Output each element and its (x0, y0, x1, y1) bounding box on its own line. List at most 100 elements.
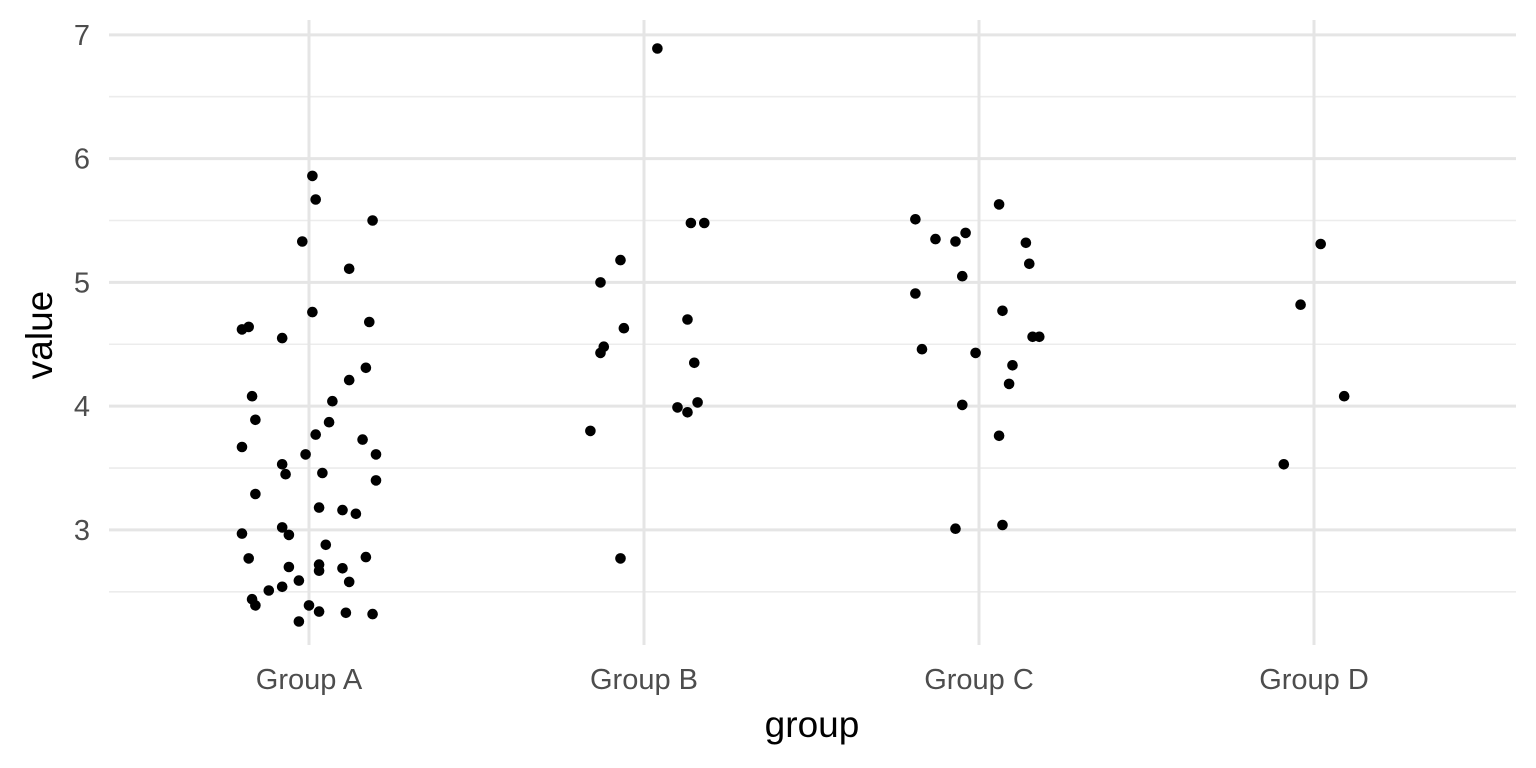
data-point (337, 563, 348, 574)
y-tick-label: 4 (74, 391, 90, 423)
data-point (689, 357, 700, 369)
data-point (367, 608, 378, 620)
data-point (297, 236, 308, 247)
data-point (370, 475, 382, 486)
x-axis-title: group (765, 704, 860, 745)
data-point (364, 316, 375, 328)
y-tick-label: 3 (74, 515, 90, 547)
data-point (283, 529, 295, 541)
data-point (310, 194, 322, 205)
data-point (300, 449, 311, 460)
data-point (283, 561, 295, 573)
data-point (313, 565, 325, 576)
data-point (950, 236, 961, 247)
data-point (263, 585, 275, 596)
data-point (1034, 331, 1045, 343)
data-point (236, 441, 248, 453)
data-point (343, 576, 355, 588)
data-point (343, 374, 355, 386)
x-tick-label: Group C (924, 664, 1034, 696)
data-point (930, 233, 941, 245)
y-tick-label: 6 (74, 144, 90, 176)
data-point (957, 270, 968, 282)
data-point (692, 397, 703, 408)
data-point (293, 575, 305, 586)
data-point (615, 254, 626, 266)
data-point (1338, 390, 1350, 402)
y-tick-labels: 3 4 5 6 7 (74, 20, 90, 547)
data-point (276, 332, 288, 344)
data-point (327, 395, 338, 407)
data-point (1020, 237, 1032, 249)
x-tick-label: Group D (1259, 664, 1369, 696)
data-point (993, 430, 1005, 442)
data-point (343, 263, 355, 275)
data-point (246, 390, 258, 402)
data-point (303, 600, 315, 611)
data-point (350, 508, 362, 520)
data-point (910, 288, 921, 299)
data-point (337, 504, 348, 516)
x-tick-label: Group A (256, 664, 363, 696)
data-point (357, 434, 368, 445)
data-point (970, 347, 981, 359)
data-point (1315, 238, 1326, 250)
data-point (699, 217, 710, 229)
data-point (997, 305, 1008, 317)
data-point (1295, 299, 1306, 311)
data-point (1278, 459, 1290, 470)
data-point (950, 523, 961, 534)
data-point (293, 616, 305, 627)
y-tick-label: 5 (74, 267, 90, 299)
y-tick-label: 7 (74, 20, 90, 52)
data-point (250, 488, 261, 500)
data-point (280, 468, 291, 480)
data-point (236, 528, 248, 539)
data-point (595, 347, 606, 359)
data-point (243, 553, 254, 564)
data-point (276, 522, 288, 533)
data-point (595, 277, 606, 288)
data-point (276, 581, 288, 593)
data-point (1024, 258, 1035, 270)
data-point (615, 553, 626, 564)
data-point (682, 314, 693, 325)
data-point (320, 539, 332, 551)
data-point (993, 199, 1005, 210)
data-point (672, 402, 683, 413)
data-point (367, 215, 378, 226)
data-point (685, 217, 697, 229)
data-point (250, 600, 261, 611)
data-point (307, 170, 318, 182)
data-point (1007, 360, 1018, 371)
data-point (360, 551, 372, 563)
data-point (1003, 378, 1015, 390)
x-tick-labels: Group A Group B Group C Group D (256, 664, 1369, 696)
data-point (916, 343, 928, 355)
grid-lines (109, 20, 1516, 645)
data-point (960, 227, 971, 239)
data-point (313, 502, 325, 513)
data-point (652, 43, 663, 54)
data-point (313, 606, 325, 617)
x-tick-label: Group B (590, 664, 698, 696)
data-point (910, 214, 921, 225)
data-point (997, 519, 1008, 531)
data-point (307, 306, 318, 318)
data-point (585, 425, 596, 437)
data-point (360, 362, 372, 374)
data-point (957, 399, 968, 411)
data-point (236, 324, 248, 335)
data-point (250, 414, 261, 426)
data-point (618, 322, 630, 334)
data-point (682, 407, 693, 418)
data-point (323, 416, 335, 428)
data-point (276, 459, 288, 470)
y-axis-title: value (19, 291, 60, 379)
data-points (236, 43, 1350, 627)
data-point (370, 449, 382, 460)
data-point (317, 467, 328, 479)
data-point (310, 429, 322, 440)
data-point (340, 607, 352, 619)
